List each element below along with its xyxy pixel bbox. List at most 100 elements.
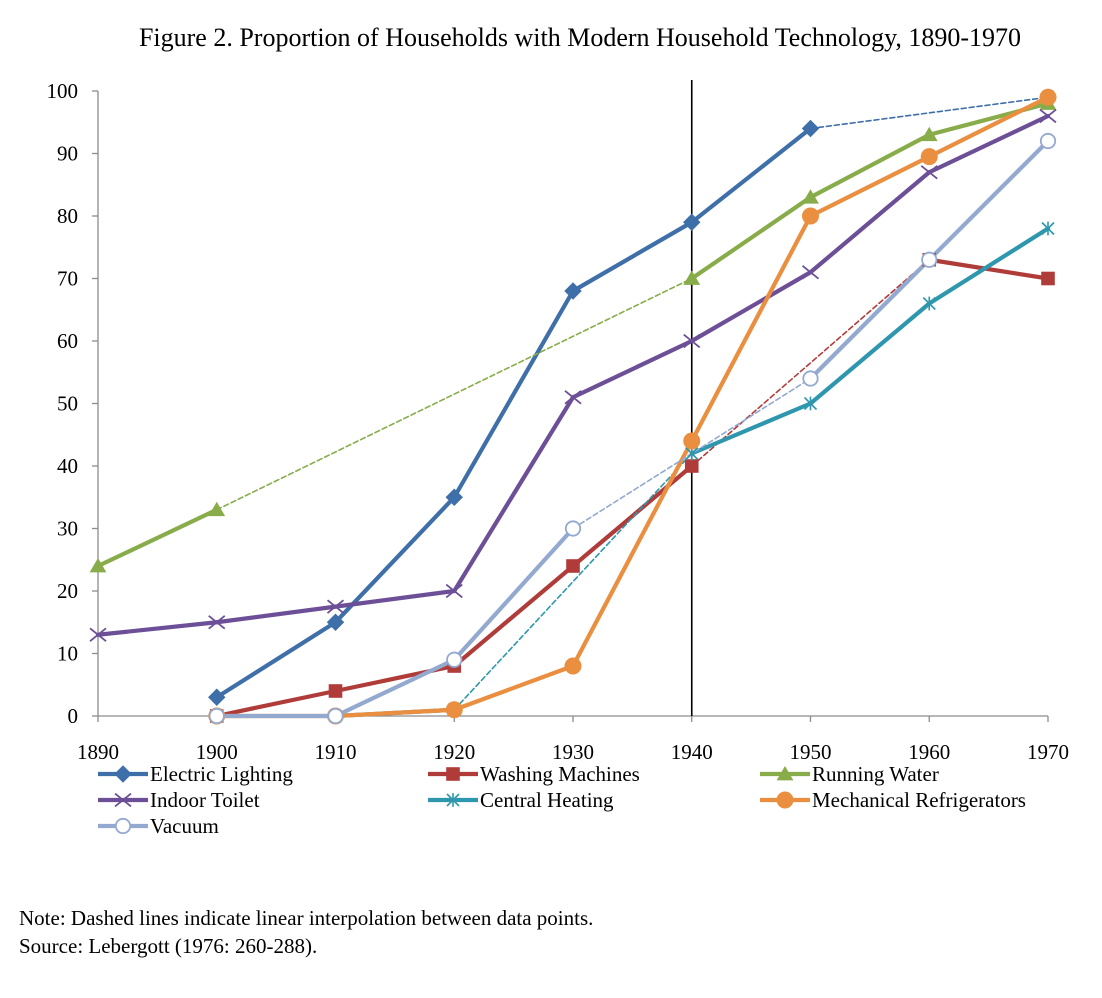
- mechanical-refrigerators-point: [920, 148, 938, 166]
- vacuum-line-segment: [452, 526, 576, 662]
- y-tick-label: 80: [57, 204, 78, 228]
- mechanical-refrigerators-point: [683, 432, 701, 450]
- vacuum-point: [446, 651, 463, 668]
- washing-machines-line-segment: [452, 563, 576, 669]
- y-tick-label: 90: [57, 142, 78, 166]
- central-heating-line-segment: [689, 401, 813, 456]
- mechanical-refrigerators-line-segment: [808, 154, 932, 219]
- x-tick-label: 1930: [552, 740, 594, 764]
- y-tick-label: 40: [57, 454, 78, 478]
- running-water-point: [802, 189, 819, 204]
- indoor-toilet-point: [564, 390, 582, 405]
- series-mechanical-refrigerators: [214, 95, 1051, 719]
- running-water-interpolated-segment: [215, 277, 693, 511]
- electric-lighting-line-segment: [452, 288, 576, 500]
- indoor-toilet-line-segment: [808, 170, 932, 275]
- running-water-point: [683, 270, 701, 285]
- washing-machines-point: [684, 459, 699, 473]
- legend-marker: [114, 765, 132, 783]
- central-heating-point: [922, 296, 936, 311]
- series-washing-machines: [214, 257, 1051, 719]
- legend-label: Vacuum: [150, 814, 219, 838]
- legend-label: Indoor Toilet: [150, 788, 260, 812]
- legend-item-central-heating: Central Heating: [428, 788, 614, 812]
- vacuum-point: [1039, 132, 1057, 150]
- legend-item-electric-lighting: Electric Lighting: [98, 762, 293, 786]
- indoor-toilet-point: [920, 165, 938, 180]
- electric-lighting-point: [683, 213, 701, 231]
- legend-label: Washing Machines: [480, 762, 640, 786]
- indoor-toilet-point: [1039, 108, 1057, 124]
- vacuum-line-segment: [927, 138, 1051, 262]
- chart-title: Figure 2. Proportion of Households with …: [139, 23, 1021, 52]
- washing-machines-line-segment: [927, 257, 1051, 281]
- legend: Electric Lighting Washing Machines Running…: [98, 762, 1026, 838]
- series-running-water: [95, 101, 1051, 569]
- legend-label: Running Water: [812, 762, 939, 786]
- y-tick-label: 0: [68, 704, 79, 728]
- legend-marker: [776, 766, 794, 781]
- mechanical-refrigerators-point: [445, 701, 463, 719]
- markers-electric-lighting: [208, 88, 1057, 706]
- indoor-toilet-line-segment: [689, 270, 813, 344]
- y-tick-label: 50: [57, 392, 78, 416]
- y-tick-label: 30: [57, 517, 78, 541]
- x-tick-label: 1900: [196, 740, 238, 764]
- legend-marker: [446, 767, 460, 781]
- legend-item-vacuum: Vacuum: [98, 814, 219, 838]
- washing-machines-point: [566, 559, 580, 573]
- y-tick-label: 20: [57, 579, 78, 603]
- mechanical-refrigerators-line-segment: [689, 213, 813, 444]
- legend-label: Central Heating: [480, 788, 614, 812]
- mechanical-refrigerators-line-segment: [333, 707, 457, 719]
- series-layer: [89, 88, 1057, 725]
- markers-washing-machines: [209, 252, 1055, 723]
- electric-lighting-point: [801, 119, 820, 138]
- electric-lighting-line-segment: [689, 126, 813, 225]
- legend-item-washing-machines: Washing Machines: [428, 762, 640, 786]
- series-electric-lighting: [214, 96, 1049, 700]
- washing-machines-line-segment: [214, 688, 338, 719]
- indoor-toilet-line-segment: [95, 620, 219, 637]
- vacuum-line-segment: [808, 257, 932, 381]
- electric-lighting-point: [564, 282, 582, 300]
- mechanical-refrigerators-line-segment: [570, 438, 694, 669]
- vacuum-point: [208, 707, 225, 725]
- indoor-toilet-point: [801, 265, 820, 280]
- central-heating-interpolated-segment: [453, 452, 693, 711]
- washing-machines-point: [328, 684, 343, 698]
- legend-item-running-water: Running Water: [760, 762, 939, 786]
- vacuum-point: [564, 520, 582, 537]
- running-water-point: [920, 126, 938, 142]
- electric-lighting-line-segment: [570, 220, 694, 294]
- x-tick-label: 1940: [671, 740, 713, 764]
- x-tick-label: 1950: [790, 740, 832, 764]
- indoor-toilet-line-segment: [333, 588, 457, 609]
- source-text: Source: Lebergott (1976: 260-288).: [19, 934, 318, 958]
- mechanical-refrigerators-point: [564, 657, 582, 675]
- washing-machines-interpolated-segment: [690, 258, 931, 467]
- mechanical-refrigerators-point: [802, 207, 819, 225]
- running-water-line-segment: [95, 507, 219, 569]
- central-heating-point: [1041, 221, 1055, 236]
- x-tick-label: 1920: [433, 740, 475, 764]
- markers-indoor-toilet: [89, 108, 1057, 642]
- indoor-toilet-line-segment: [214, 604, 338, 625]
- washing-machines-point: [1041, 271, 1055, 286]
- indoor-toilet-point: [326, 599, 345, 614]
- vacuum-line-segment: [333, 657, 457, 719]
- y-tick-label: 100: [47, 79, 79, 103]
- indoor-toilet-point: [683, 333, 701, 349]
- electric-lighting-point: [326, 613, 345, 631]
- indoor-toilet-point: [89, 627, 107, 642]
- legend-label: Electric Lighting: [150, 762, 293, 786]
- mechanical-refrigerators-line-segment: [452, 663, 576, 712]
- central-heating-line-segment: [808, 301, 932, 406]
- indoor-toilet-line-segment: [452, 395, 576, 594]
- legend-marker: [114, 792, 132, 808]
- electric-lighting-interpolated-segment: [809, 96, 1049, 130]
- electric-lighting-line-segment: [214, 620, 338, 700]
- x-tick-label: 1970: [1027, 740, 1069, 764]
- running-water-point: [89, 558, 107, 573]
- vacuum-point: [921, 251, 938, 268]
